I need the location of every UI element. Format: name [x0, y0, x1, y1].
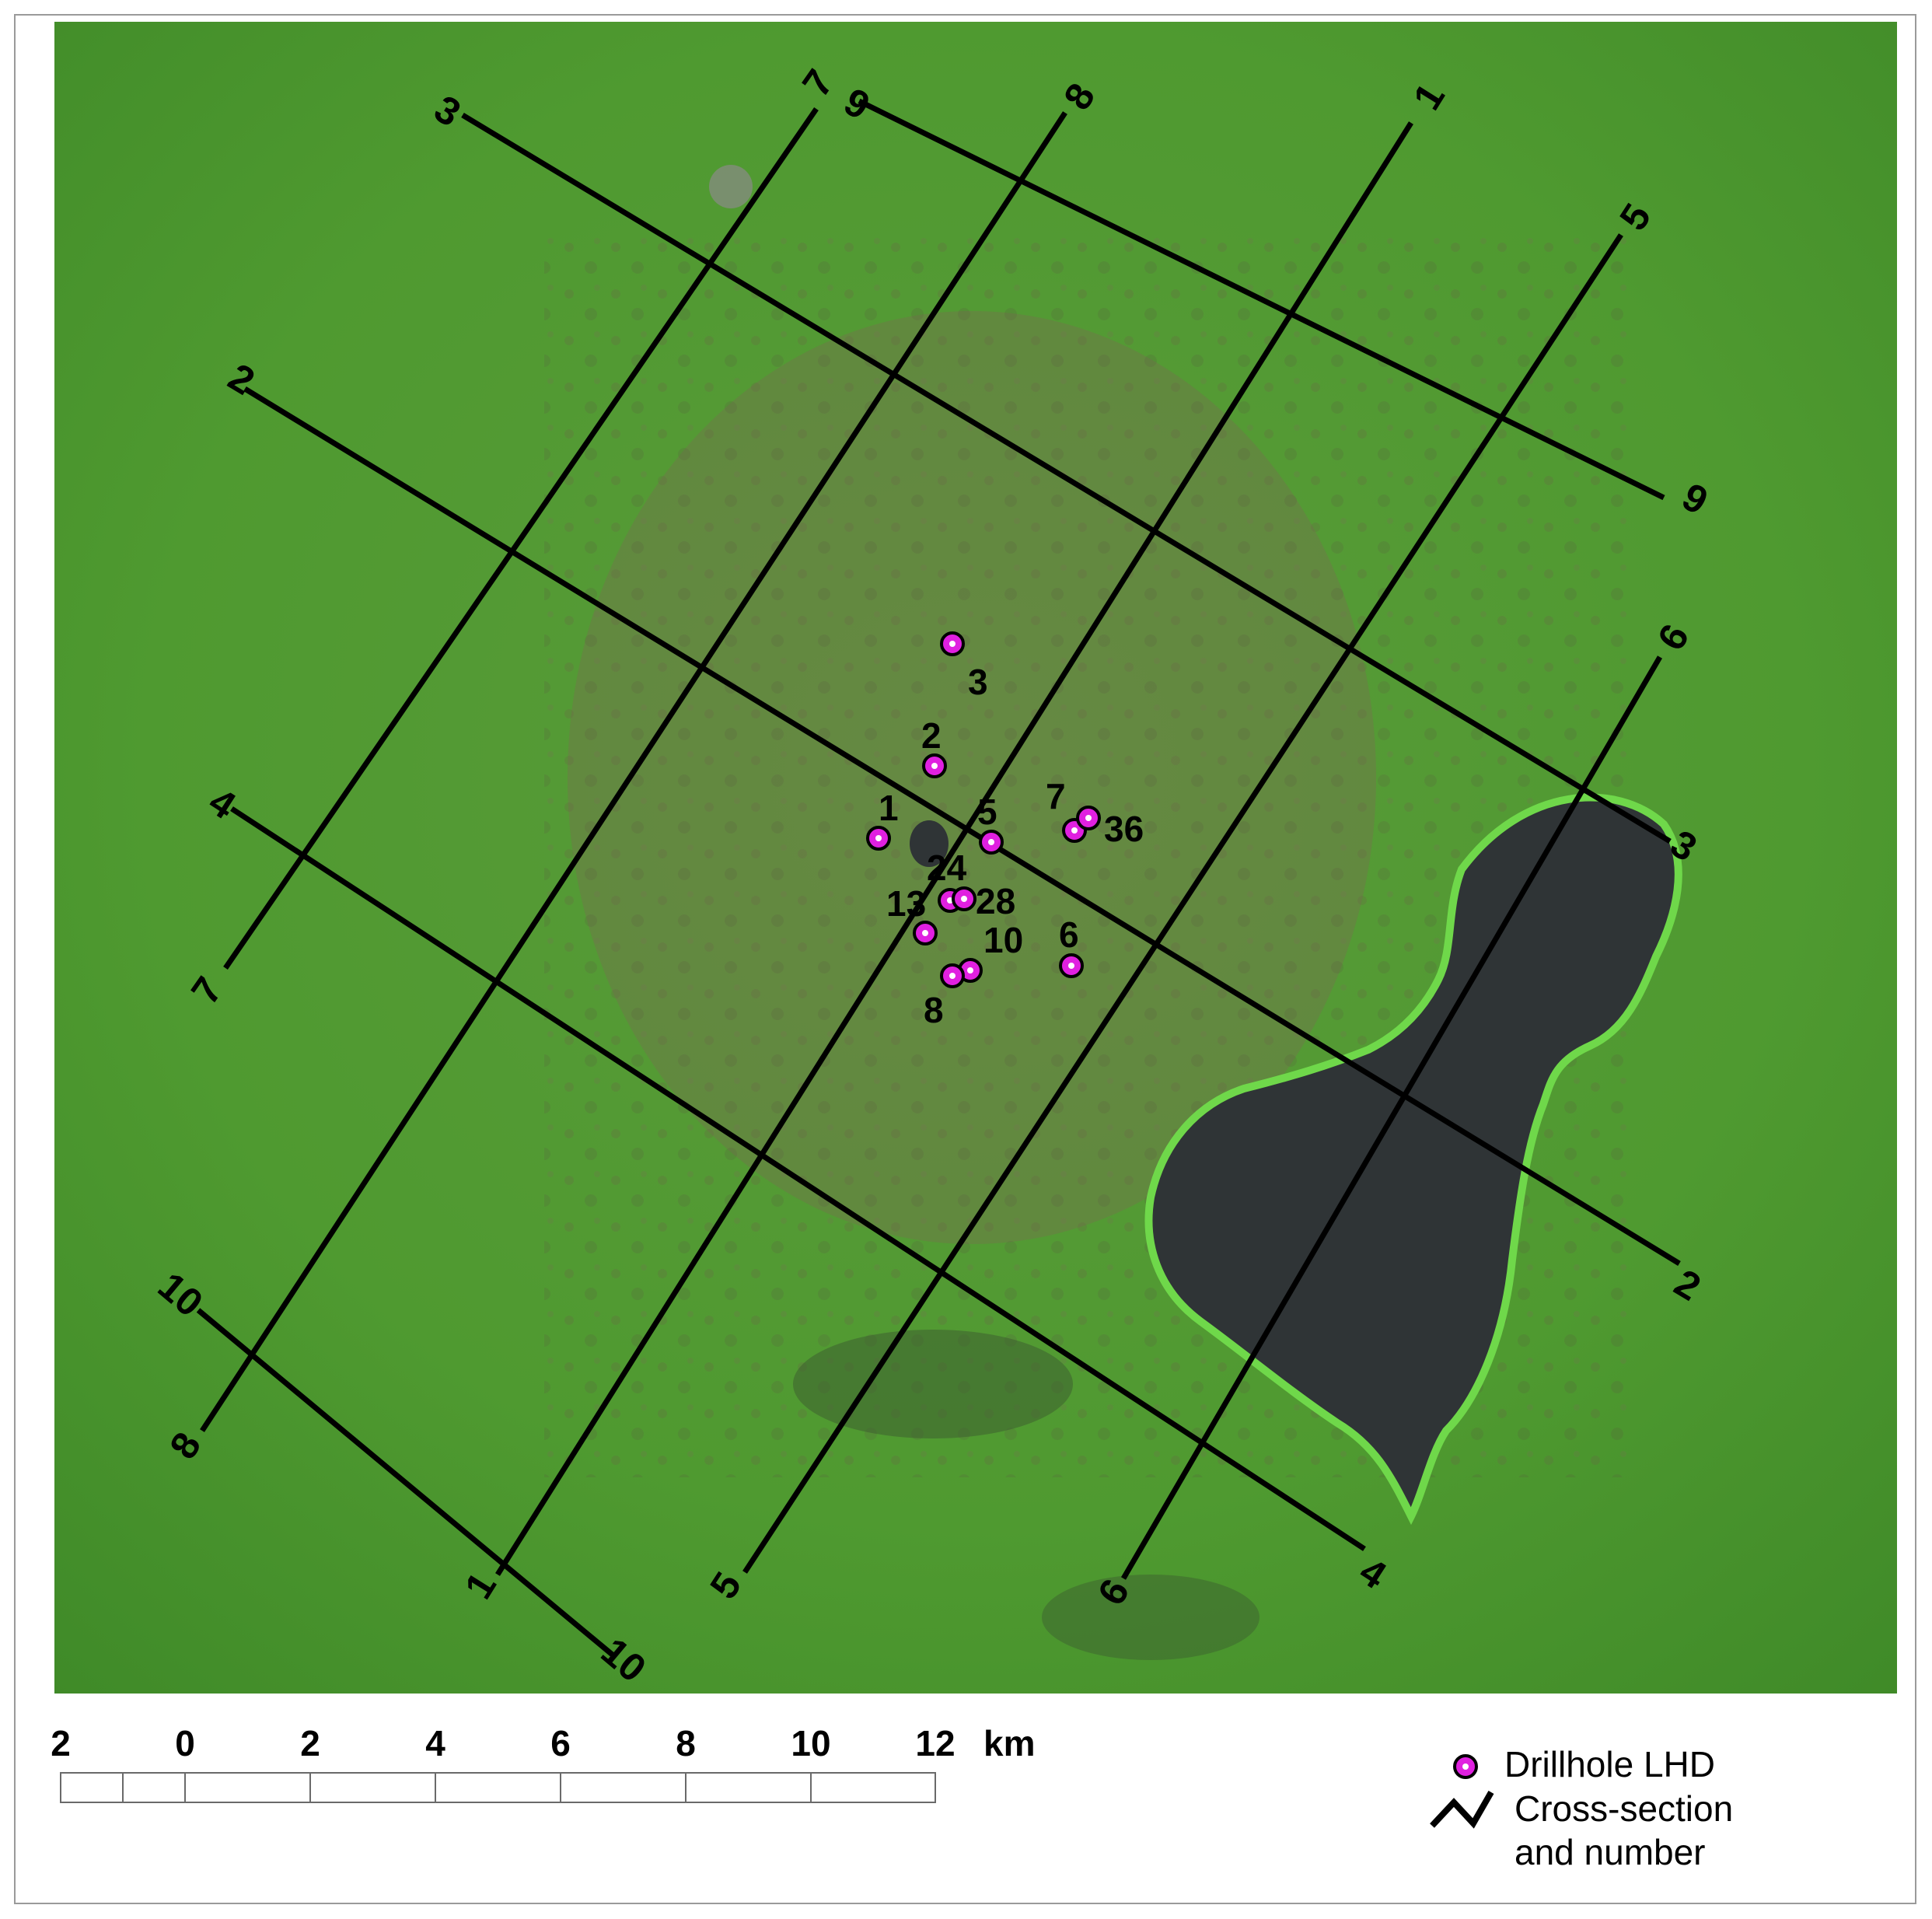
drillhole-8[interactable]: 8 — [924, 963, 965, 1030]
drillhole-36[interactable]: 36 — [1076, 806, 1144, 849]
drillhole-1[interactable]: 1 — [866, 788, 899, 851]
drillhole-8-label: 8 — [924, 990, 944, 1030]
drillhole-2-label: 2 — [921, 715, 942, 756]
drillhole-6-label: 6 — [1059, 914, 1079, 955]
drillhole-10-label: 10 — [983, 920, 1023, 960]
legend: Drillhole LHD Cross-section and number — [1430, 1744, 1733, 1872]
cross-section-1-line — [495, 121, 1413, 1576]
drillhole-24-label: 24 — [927, 848, 967, 888]
cross-section-4-line — [230, 806, 1366, 1551]
drillhole-36-label: 36 — [1104, 809, 1144, 849]
legend-drillhole-label: Drillhole LHD — [1504, 1744, 1715, 1784]
drillhole-13[interactable]: 13 — [886, 883, 938, 946]
scale-tick-label: 12 — [915, 1723, 955, 1763]
volcano-crater — [709, 165, 753, 208]
drillhole-3[interactable]: 3 — [940, 631, 988, 702]
crater-lake — [910, 820, 949, 867]
drillhole-10[interactable]: 10 — [958, 920, 1023, 983]
drillhole-5-label: 5 — [977, 792, 997, 832]
drillhole-3-label: 3 — [968, 662, 988, 702]
scale-tick-label: 8 — [676, 1723, 696, 1763]
cross-section-8-line — [200, 111, 1067, 1432]
scale-tick-label: 2 — [300, 1723, 320, 1763]
cross-section-6-line — [1120, 655, 1663, 1580]
drillhole-5[interactable]: 5 — [977, 792, 1004, 855]
cross-section-lines — [196, 98, 1681, 1659]
cross-section-9-line — [858, 98, 1665, 501]
legend-cross-section-label-2: and number — [1515, 1832, 1706, 1872]
scale-unit-label: km — [983, 1723, 1035, 1763]
cross-section-2-line — [243, 386, 1681, 1266]
drillhole-6[interactable]: 6 — [1059, 914, 1084, 978]
scale-tick-label: 10 — [791, 1723, 830, 1763]
drillhole-28[interactable]: 28 — [952, 881, 1015, 921]
cross-section-5-line — [742, 233, 1623, 1574]
drillhole-7-label: 7 — [1046, 776, 1066, 816]
scale-tick-label: 6 — [550, 1723, 571, 1763]
scale-tick-label: 2 — [51, 1723, 71, 1763]
cross-section-10-line — [196, 1308, 617, 1659]
cross-section-3-line — [461, 113, 1672, 844]
scale-tick-label: 0 — [175, 1723, 195, 1763]
lake — [1144, 793, 1682, 1526]
drillhole-13-label: 13 — [886, 883, 926, 924]
legend-cross-section-icon — [1430, 1791, 1494, 1829]
map-frame — [14, 14, 1916, 1904]
drillholes: 3 2 1 5 7 36 24 28 — [866, 631, 1144, 1030]
drillhole-1-label: 1 — [879, 788, 899, 828]
legend-drillhole-icon — [1453, 1754, 1478, 1779]
cross-section-7-line — [223, 107, 819, 970]
drillhole-2[interactable]: 2 — [921, 715, 947, 778]
scale-tick-label: 4 — [425, 1723, 445, 1763]
scale-bar: 2 0 2 4 6 8 10 12 km — [51, 1723, 1035, 1803]
legend-cross-section-label: Cross-section — [1515, 1788, 1733, 1829]
drillhole-28-label: 28 — [976, 881, 1015, 921]
